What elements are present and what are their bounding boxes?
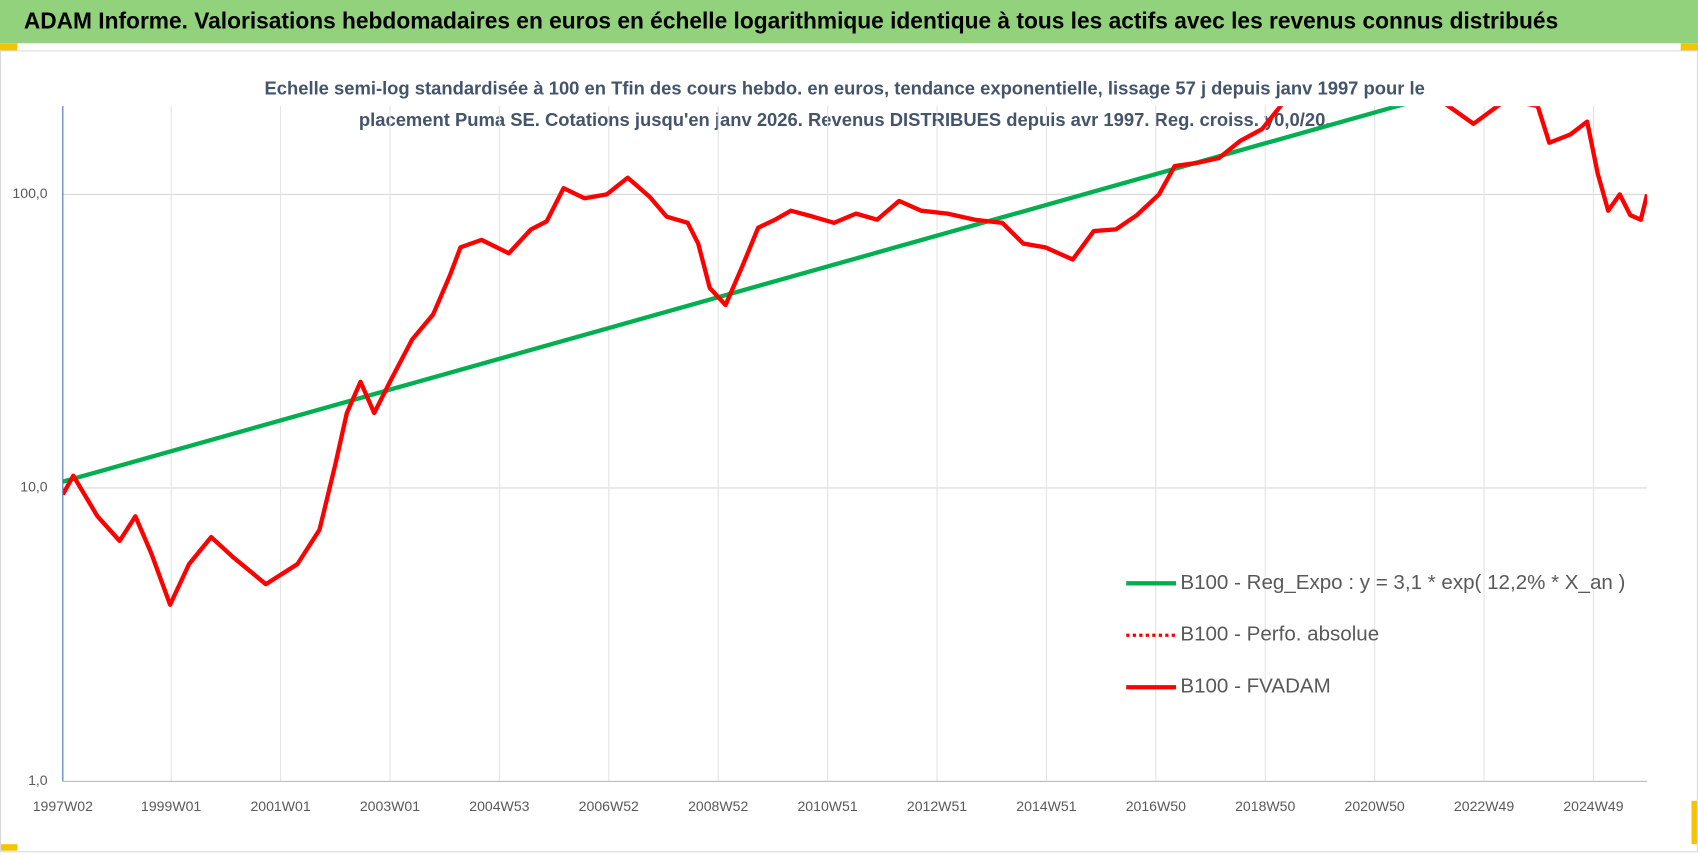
x-tick-label: 2006W52 xyxy=(579,798,639,814)
x-tick-label: 2004W53 xyxy=(469,798,529,814)
x-tick-label: 1999W01 xyxy=(141,798,201,814)
x-tick-label: 2012W51 xyxy=(907,798,967,814)
y-tick-label: 10,0 xyxy=(20,479,48,495)
y-tick-label: 100,0 xyxy=(12,185,47,201)
legend-label: B100 - Perfo. absolue xyxy=(1180,623,1379,646)
x-tick-label: 2008W52 xyxy=(688,798,748,814)
corner-mark xyxy=(1691,800,1698,845)
frame xyxy=(0,50,1698,853)
corner-mark xyxy=(1680,43,1698,51)
series-line xyxy=(62,106,1406,484)
plot-area xyxy=(62,106,1648,607)
legend-label: B100 - Reg_Expo : y = 3,1 * exp( 12,2% *… xyxy=(1180,571,1625,594)
legend-label: B100 - FVADAM xyxy=(1180,675,1330,698)
title-band xyxy=(0,0,1698,44)
x-tick-label: 2014W51 xyxy=(1016,798,1076,814)
x-tick-label: 2001W01 xyxy=(250,798,310,814)
axes: 1,0 10,0 100,0 1997W02 1999W01 2001W01 2003W01… xyxy=(12,106,1648,814)
chart-subtitle: placement Puma SE. Cotations jusqu'en ja… xyxy=(359,109,1331,130)
x-tick-label: 1997W02 xyxy=(33,798,93,814)
x-tick-label: 2018W50 xyxy=(1235,798,1295,814)
x-tick-label: 2016W50 xyxy=(1126,798,1186,814)
chart-title: ADAM Informe. Valorisations hebdomadaire… xyxy=(24,8,1558,34)
y-tick-label: 1,0 xyxy=(28,772,48,788)
corner-mark xyxy=(0,43,18,51)
corner-mark xyxy=(0,844,18,851)
x-tick-label: 2024W49 xyxy=(1563,798,1623,814)
chart-subtitle: Echelle semi-log standardisée à 100 en T… xyxy=(264,78,1424,99)
x-tick-label: 2022W49 xyxy=(1454,798,1514,814)
x-tick-label: 2020W50 xyxy=(1345,798,1405,814)
series-line xyxy=(62,106,1648,607)
x-tick-label: 2010W51 xyxy=(797,798,857,814)
x-tick-label: 2003W01 xyxy=(360,798,420,814)
